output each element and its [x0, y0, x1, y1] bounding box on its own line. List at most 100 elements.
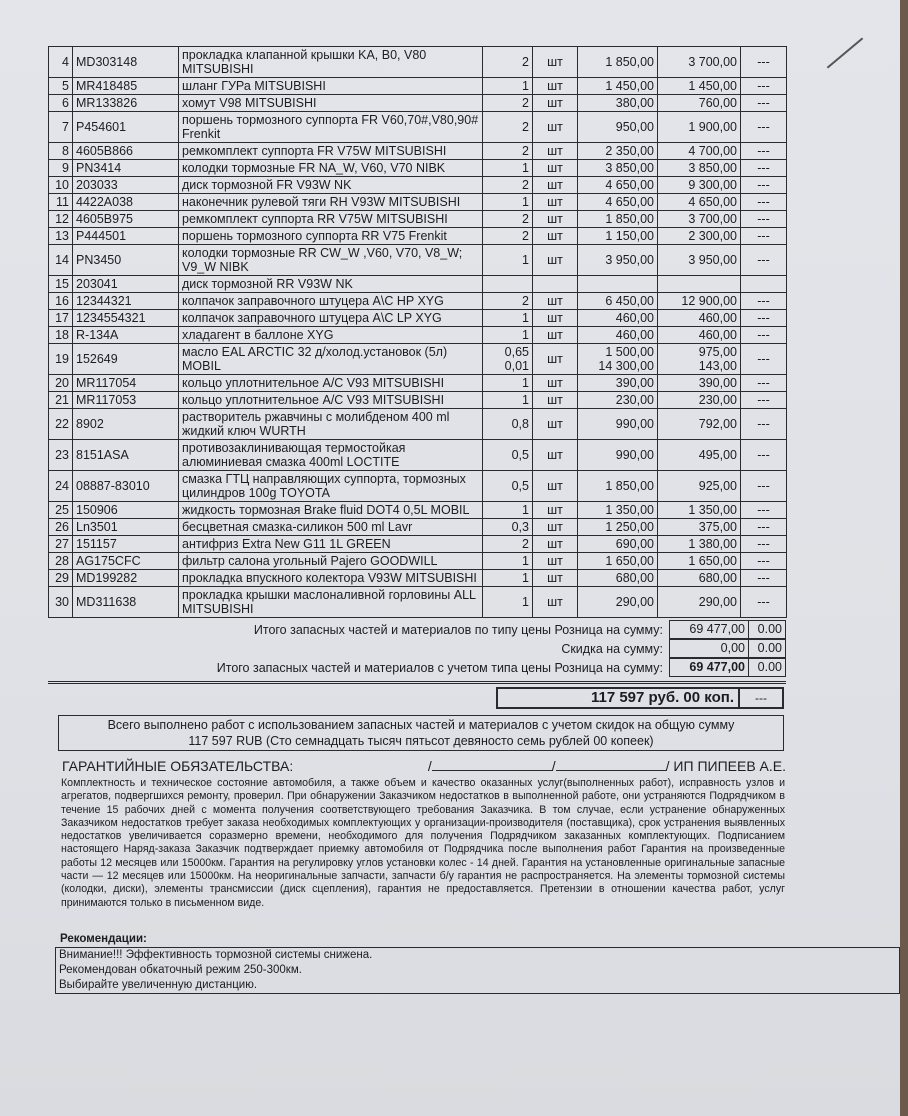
unit-cell: шт [532, 142, 578, 160]
quantity-cell: 1 [482, 569, 533, 587]
table-row: 12 4605B975 ремкомплект суппорта RR V75W M… [48, 210, 787, 228]
unit-cell: шт [532, 46, 578, 78]
discount-cell: --- [740, 552, 787, 570]
quantity-cell [482, 275, 533, 293]
unit-cell: шт [532, 470, 578, 502]
row-number-cell: 7 [48, 111, 73, 143]
discount-cell: --- [740, 227, 787, 245]
price-cell: 4 650,00 [577, 176, 658, 194]
quantity-cell: 1 [482, 501, 533, 519]
part-name-cell: колодки тормозные RR CW_W ,V60, V70, V8_… [178, 244, 483, 276]
unit-cell: шт [532, 391, 578, 409]
summary-retail-label: Итого запасных частей и материалов по ти… [253, 622, 663, 637]
discount-cell: --- [740, 244, 787, 276]
table-row: 27 151157 антифриз Extra New G11 1L GREEN 2… [48, 535, 787, 553]
quantity-cell: 1 [482, 159, 533, 177]
amount-cell: 3 950,00 [657, 244, 741, 276]
unit-cell: шт [532, 159, 578, 177]
table-row: 9 PN3414 колодки тормозные FR NA_W, V60, V… [48, 159, 787, 177]
part-name-cell: диск тормозной RR V93W NK [178, 275, 483, 293]
amount-cell: 4 650,00 [657, 193, 741, 211]
summary-retail-row: Итого запасных частей и материалов по ти… [48, 620, 786, 639]
grand-total: 117 597 руб. 00 коп. [496, 687, 740, 709]
price-cell: 990,00 [577, 408, 658, 440]
part-name-cell: прокладка клапанной крышки KA, B0, V80 M… [178, 46, 483, 78]
part-code-cell: 8151ASA [72, 439, 179, 471]
grand-total-row: 117 597 руб. 00 коп. --- [496, 687, 900, 709]
table-row: 26 Ln3501 бесцветная смазка-силикон 500 ml… [48, 518, 787, 536]
price-cell: 690,00 [577, 535, 658, 553]
price-cell: 1 500,00 14 300,00 [577, 343, 658, 375]
price-cell: 380,00 [577, 94, 658, 112]
amount-cell: 1 450,00 [657, 77, 741, 95]
discount-cell: --- [740, 142, 787, 160]
row-number-cell: 8 [48, 142, 73, 160]
unit-cell: шт [532, 77, 578, 95]
row-number-cell: 24 [48, 470, 73, 502]
amount-cell [657, 275, 741, 293]
part-code-cell: 203041 [72, 275, 179, 293]
row-number-cell: 26 [48, 518, 73, 536]
table-row: 15 203041 диск тормозной RR V93W NK [48, 275, 787, 293]
part-code-cell: PN3450 [72, 244, 179, 276]
part-name-cell: поршень тормозного суппорта FR V60,70#,V… [178, 111, 483, 143]
quantity-cell: 1 [482, 586, 533, 618]
discount-cell: --- [740, 326, 787, 344]
part-name-cell: колпачок заправочного штуцера A\C HP XYG [178, 292, 483, 310]
part-code-cell: MR133826 [72, 94, 179, 112]
unit-cell: шт [532, 374, 578, 392]
table-row: 30 MD311638 прокладка крышки маслоналивной… [48, 586, 787, 618]
discount-cell: --- [740, 470, 787, 502]
table-row: 10 203033 диск тормозной FR V93W NK 2 шт 4 65… [48, 176, 787, 194]
amount-cell: 230,00 [657, 391, 741, 409]
row-number-cell: 21 [48, 391, 73, 409]
unit-cell: шт [532, 244, 578, 276]
unit-cell: шт [532, 552, 578, 570]
part-code-cell: PN3414 [72, 159, 179, 177]
part-name-cell: диск тормозной FR V93W NK [178, 176, 483, 194]
unit-cell: шт [532, 210, 578, 228]
discount-cell: --- [740, 408, 787, 440]
amount-cell: 460,00 [657, 309, 741, 327]
part-code-cell: 08887-83010 [72, 470, 179, 502]
row-number-cell: 27 [48, 535, 73, 553]
row-number-cell: 5 [48, 77, 73, 95]
price-cell: 680,00 [577, 569, 658, 587]
price-cell: 4 650,00 [577, 193, 658, 211]
price-cell: 1 350,00 [577, 501, 658, 519]
part-name-cell: бесцветная смазка-силикон 500 ml Lavr [178, 518, 483, 536]
quantity-cell: 1 [482, 374, 533, 392]
amount-cell: 9 300,00 [657, 176, 741, 194]
discount-cell: --- [740, 343, 787, 375]
table-row: 25 150906 жидкость тормозная Brake fluid D… [48, 501, 787, 519]
quantity-cell: 2 [482, 142, 533, 160]
summary-total-disc: 0.00 [749, 658, 786, 677]
signer-name: / ИП ПИПЕЕВ А.Е. [665, 758, 786, 774]
amount-cell: 1 380,00 [657, 535, 741, 553]
quantity-cell: 0,5 [482, 470, 533, 502]
amount-cell: 1 350,00 [657, 501, 741, 519]
part-name-cell: кольцо уплотнительное A/C V93 MITSUBISHI [178, 374, 483, 392]
parts-table: 4 MD303148 прокладка клапанной крышки KA, … [48, 46, 787, 618]
part-name-cell: кольцо уплотнительное A/C V93 MITSUBISHI [178, 391, 483, 409]
price-cell: 950,00 [577, 111, 658, 143]
recommendations-box: Внимание!!! Эффективность тормозной сист… [55, 946, 900, 994]
amount-cell: 3 700,00 [657, 46, 741, 78]
amount-cell: 1 650,00 [657, 552, 741, 570]
summary-discount-value: 0,00 [669, 639, 749, 658]
row-number-cell: 29 [48, 569, 73, 587]
part-name-cell: прокладка крышки маслоналивной горловины… [178, 586, 483, 618]
row-number-cell: 4 [48, 46, 73, 78]
quantity-cell: 0,3 [482, 518, 533, 536]
discount-cell: --- [740, 292, 787, 310]
part-name-cell: жидкость тормозная Brake fluid DOT4 0,5L… [178, 501, 483, 519]
signature-line: / / / ИП ПИПЕЕВ А.Е. [427, 758, 786, 774]
discount-cell: --- [740, 159, 787, 177]
discount-cell: --- [740, 176, 787, 194]
amount-cell: 460,00 [657, 326, 741, 344]
price-cell: 3 850,00 [577, 159, 658, 177]
amount-cell: 1 900,00 [657, 111, 741, 143]
summary-total-value: 69 477,00 [669, 658, 749, 677]
unit-cell: шт [532, 193, 578, 211]
